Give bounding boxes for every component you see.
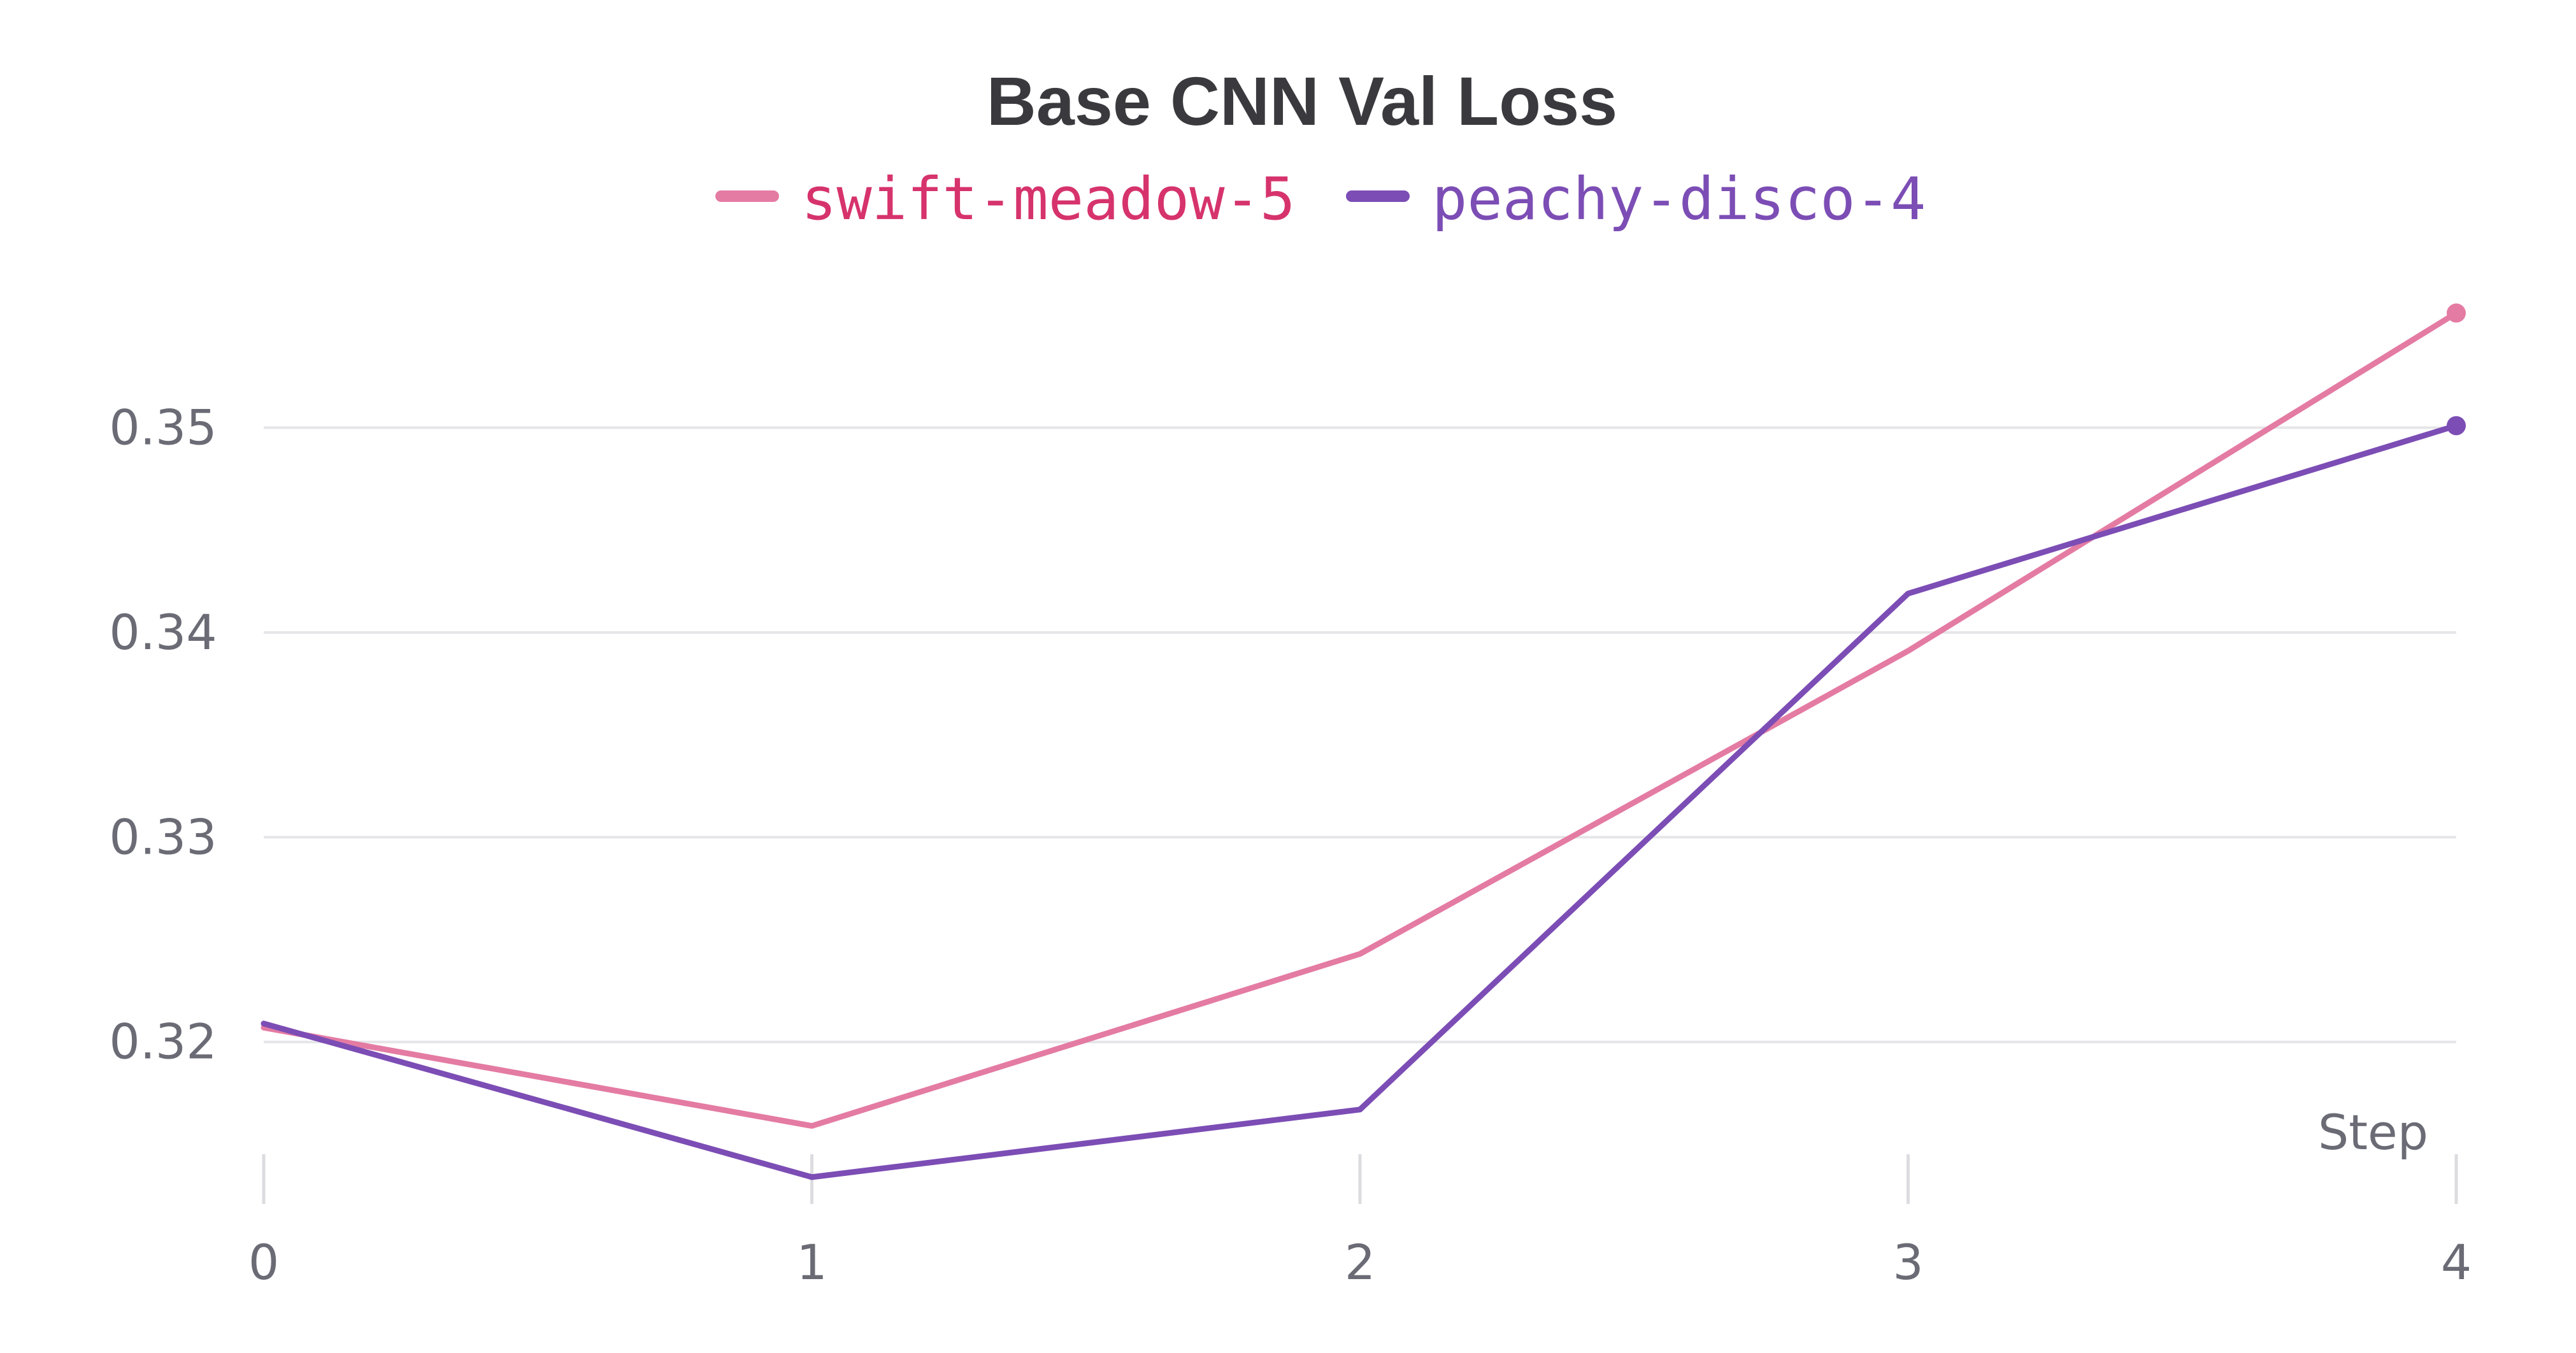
x-tick-label: 3 [1893, 1234, 1923, 1291]
x-axis-label: Step [2318, 1104, 2428, 1161]
series-lines [261, 303, 2466, 1180]
x-tick-label: 1 [796, 1234, 827, 1291]
legend-label-1: peachy-disco-4 [1432, 165, 1926, 233]
chart-title: Base CNN Val Loss [987, 62, 1617, 140]
legend-label-0: swift-meadow-5 [801, 165, 1295, 233]
y-tick-label: 0.32 [109, 1013, 217, 1070]
series-line-0 [261, 310, 2459, 1129]
y-tick-label: 0.35 [109, 399, 217, 455]
x-tick-label: 4 [2441, 1234, 2472, 1291]
series-end-point-1 [2447, 416, 2466, 436]
series-end-point-0 [2447, 303, 2466, 323]
y-axis-ticks: 0.32 0.33 0.34 0.35 [109, 399, 217, 1070]
y-tick-label: 0.34 [109, 604, 217, 661]
x-tick-label: 2 [1345, 1234, 1375, 1291]
y-tick-label: 0.33 [109, 808, 217, 865]
grid-lines [264, 426, 2456, 1043]
legend: swift-meadow-5 peachy-disco-4 [715, 165, 1926, 233]
series-line-1 [261, 422, 2459, 1180]
x-axis-ticks: 0 1 2 3 4 [248, 1154, 2472, 1291]
x-tick-label: 0 [248, 1234, 279, 1291]
